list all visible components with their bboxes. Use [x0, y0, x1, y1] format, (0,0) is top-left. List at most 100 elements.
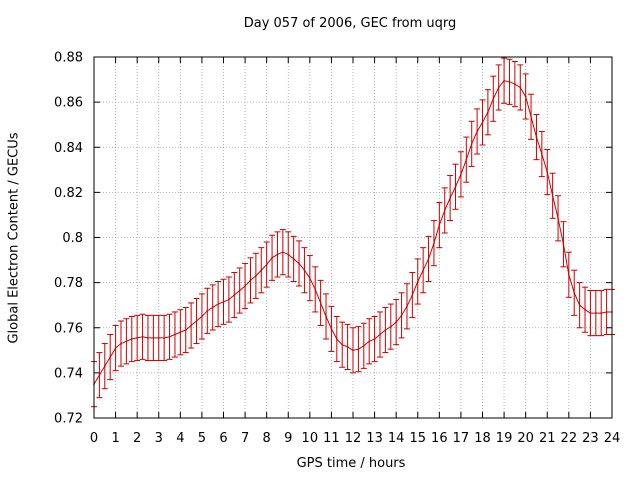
error-bar [134, 314, 141, 361]
error-bar [382, 306, 389, 354]
data-point [600, 312, 603, 314]
x-tick-label: 9 [284, 431, 292, 446]
x-tick-label: 18 [474, 431, 491, 446]
data-point [114, 347, 117, 349]
data-point [303, 269, 306, 272]
error-bar [511, 61, 518, 108]
error-bar [296, 240, 303, 287]
x-tick-label: 17 [453, 431, 470, 446]
data-point [287, 253, 290, 256]
error-bar [107, 334, 114, 381]
error-bar [468, 120, 475, 167]
data-point [524, 95, 527, 98]
data-point [120, 342, 122, 345]
error-bar [139, 313, 146, 360]
error-bar [166, 313, 173, 360]
error-bar [247, 257, 254, 304]
y-tick-label: 0.78 [54, 276, 83, 291]
error-bar [436, 202, 443, 249]
data-point [541, 153, 543, 155]
error-bar [161, 314, 168, 361]
x-tick-label: 22 [561, 431, 578, 446]
error-bar [490, 75, 497, 122]
data-point [562, 243, 565, 246]
data-point [406, 305, 408, 308]
error-bar [252, 252, 259, 299]
y-tick-label: 0.84 [54, 141, 83, 156]
error-bar [274, 231, 281, 278]
error-bar [501, 57, 508, 104]
error-bar [204, 287, 211, 334]
data-point [470, 143, 473, 145]
data-point [265, 263, 268, 266]
error-bar [112, 324, 119, 372]
data-point [443, 209, 446, 212]
error-bar [555, 195, 562, 242]
data-point [357, 348, 360, 350]
error-bar [576, 282, 583, 329]
y-tick-label: 0.74 [54, 366, 83, 381]
error-bar [452, 163, 459, 210]
error-bar [420, 247, 427, 294]
error-bar [603, 288, 610, 336]
data-point [109, 356, 111, 358]
error-bar [549, 172, 556, 219]
x-tick-label: 7 [241, 431, 249, 446]
data-point [238, 289, 241, 292]
data-point [314, 288, 317, 291]
data-point [465, 158, 468, 161]
error-bar [317, 279, 324, 326]
x-tick-label: 4 [176, 431, 184, 446]
error-bar [279, 229, 286, 276]
data-point [400, 314, 403, 317]
data-point [449, 197, 451, 199]
x-tick-label: 10 [302, 431, 319, 446]
error-bar [209, 284, 216, 331]
error-bar [441, 187, 448, 234]
y-tick-label: 0.82 [54, 186, 83, 201]
error-bar [517, 64, 524, 111]
data-point [184, 329, 187, 331]
data-point [125, 340, 128, 343]
error-bar [371, 315, 378, 363]
data-point [249, 279, 252, 282]
data-point [255, 275, 257, 277]
error-bar [263, 241, 270, 288]
data-point [336, 338, 338, 340]
error-bar [177, 309, 184, 356]
y-tick-label: 0.76 [54, 321, 83, 336]
x-tick-label: 11 [323, 431, 340, 446]
data-point [605, 311, 608, 313]
data-point [319, 302, 322, 304]
error-bar [128, 315, 135, 363]
error-bar [430, 220, 437, 267]
gec-series [91, 57, 615, 408]
data-point [352, 349, 354, 352]
data-point [573, 291, 576, 294]
error-bar [328, 305, 335, 352]
error-bar [565, 251, 572, 298]
error-bar [290, 235, 297, 282]
x-tick-label: 3 [155, 431, 163, 446]
x-tick-label: 0 [90, 431, 98, 446]
error-bar [236, 267, 243, 314]
x-axis-label: GPS time / hours [296, 456, 406, 471]
error-bar [506, 58, 513, 105]
data-point [233, 294, 236, 296]
x-tick-label: 15 [409, 431, 426, 446]
x-tick-label: 24 [604, 431, 621, 446]
data-point [487, 111, 489, 114]
x-tick-label: 12 [345, 431, 362, 446]
data-point [168, 335, 171, 338]
data-point [103, 365, 106, 367]
data-point [492, 97, 495, 100]
data-point [460, 173, 462, 176]
data-point [530, 115, 532, 118]
data-point [589, 312, 592, 314]
error-bar [414, 258, 421, 305]
data-point [195, 320, 198, 322]
error-bar [447, 174, 454, 222]
x-tick-label: 23 [582, 431, 599, 446]
data-point [276, 253, 279, 256]
data-point [546, 171, 549, 173]
